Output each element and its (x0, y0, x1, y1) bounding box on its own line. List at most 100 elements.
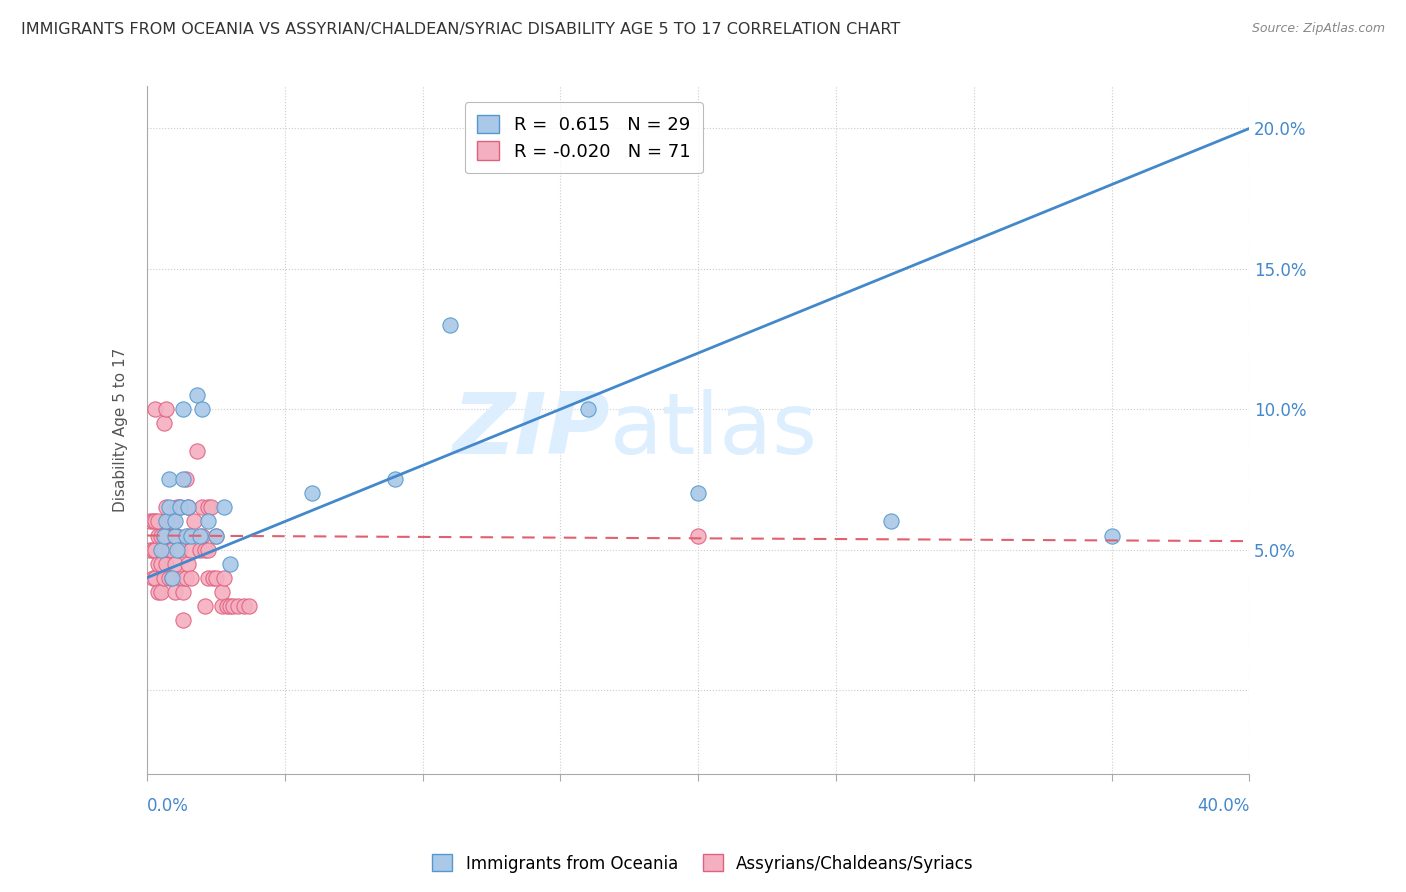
Point (155, 515, 177, 529)
Point (145, 515, 167, 529)
Point (155, 528, 177, 542)
Text: Source: ZipAtlas.com: Source: ZipAtlas.com (1251, 22, 1385, 36)
Point (183, 515, 205, 529)
Point (142, 515, 165, 529)
Point (439, 318, 461, 332)
Point (226, 599, 249, 613)
Point (160, 571, 183, 585)
Point (172, 584, 194, 599)
Point (197, 571, 219, 585)
Point (211, 584, 233, 599)
Point (180, 542, 202, 557)
Point (238, 599, 260, 613)
Point (152, 528, 174, 542)
Point (148, 515, 170, 529)
Point (1101, 528, 1123, 542)
Point (163, 584, 186, 599)
Point (180, 571, 202, 585)
Point (149, 542, 172, 557)
Point (191, 528, 214, 542)
Point (163, 528, 186, 542)
Point (172, 472, 194, 486)
Point (197, 542, 219, 557)
Point (194, 599, 217, 613)
Point (174, 528, 197, 542)
Point (169, 500, 191, 515)
Y-axis label: Disability Age 5 to 17: Disability Age 5 to 17 (114, 348, 128, 512)
Point (188, 542, 211, 557)
Point (157, 472, 180, 486)
Point (148, 557, 170, 571)
Point (217, 599, 239, 613)
Text: 0.0%: 0.0% (148, 797, 188, 814)
Point (221, 599, 243, 613)
Point (148, 584, 170, 599)
Point (172, 571, 194, 585)
Point (157, 571, 180, 585)
Point (218, 599, 240, 613)
Point (155, 500, 177, 515)
Point (149, 528, 172, 542)
Point (145, 402, 167, 417)
Point (169, 500, 191, 515)
Legend: R =  0.615   N = 29, R = -0.020   N = 71: R = 0.615 N = 29, R = -0.020 N = 71 (465, 103, 703, 173)
Point (177, 500, 200, 515)
Point (197, 500, 219, 515)
Point (232, 599, 254, 613)
Point (152, 571, 174, 585)
Point (166, 500, 188, 515)
Point (145, 571, 167, 585)
Point (152, 528, 174, 542)
Point (186, 444, 208, 458)
Point (139, 542, 162, 557)
Point (172, 402, 194, 417)
Point (218, 557, 240, 571)
Point (188, 528, 211, 542)
Point (211, 599, 233, 613)
Point (148, 528, 170, 542)
Point (688, 486, 710, 500)
Point (576, 402, 599, 417)
Point (149, 584, 172, 599)
Point (163, 557, 186, 571)
Point (172, 613, 194, 627)
Point (174, 472, 197, 486)
Point (160, 571, 183, 585)
Point (180, 528, 202, 542)
Point (139, 515, 162, 529)
Point (157, 542, 180, 557)
Point (384, 472, 406, 486)
Point (880, 515, 903, 529)
Point (205, 571, 228, 585)
Point (157, 515, 180, 529)
Text: atlas: atlas (610, 389, 818, 472)
Point (205, 528, 228, 542)
Point (152, 416, 174, 430)
Point (157, 500, 180, 515)
Point (142, 542, 165, 557)
Point (149, 557, 172, 571)
Text: IMMIGRANTS FROM OCEANIA VS ASSYRIAN/CHALDEAN/SYRIAC DISABILITY AGE 5 TO 17 CORRE: IMMIGRANTS FROM OCEANIA VS ASSYRIAN/CHAL… (21, 22, 900, 37)
Point (155, 402, 177, 417)
Point (160, 515, 183, 529)
Point (214, 571, 236, 585)
Point (152, 542, 174, 557)
Point (202, 571, 225, 585)
Point (301, 486, 323, 500)
Point (145, 542, 167, 557)
Point (214, 500, 236, 515)
Text: ZIP: ZIP (453, 389, 610, 472)
Point (688, 528, 710, 542)
Point (166, 528, 188, 542)
Point (194, 542, 217, 557)
Point (166, 542, 188, 557)
Point (191, 402, 214, 417)
Text: 40.0%: 40.0% (1197, 797, 1250, 814)
Point (191, 500, 214, 515)
Point (177, 500, 200, 515)
Point (174, 571, 197, 585)
Point (142, 571, 165, 585)
Legend: Immigrants from Oceania, Assyrians/Chaldeans/Syriacs: Immigrants from Oceania, Assyrians/Chald… (426, 847, 980, 880)
Point (169, 542, 191, 557)
Point (205, 528, 228, 542)
